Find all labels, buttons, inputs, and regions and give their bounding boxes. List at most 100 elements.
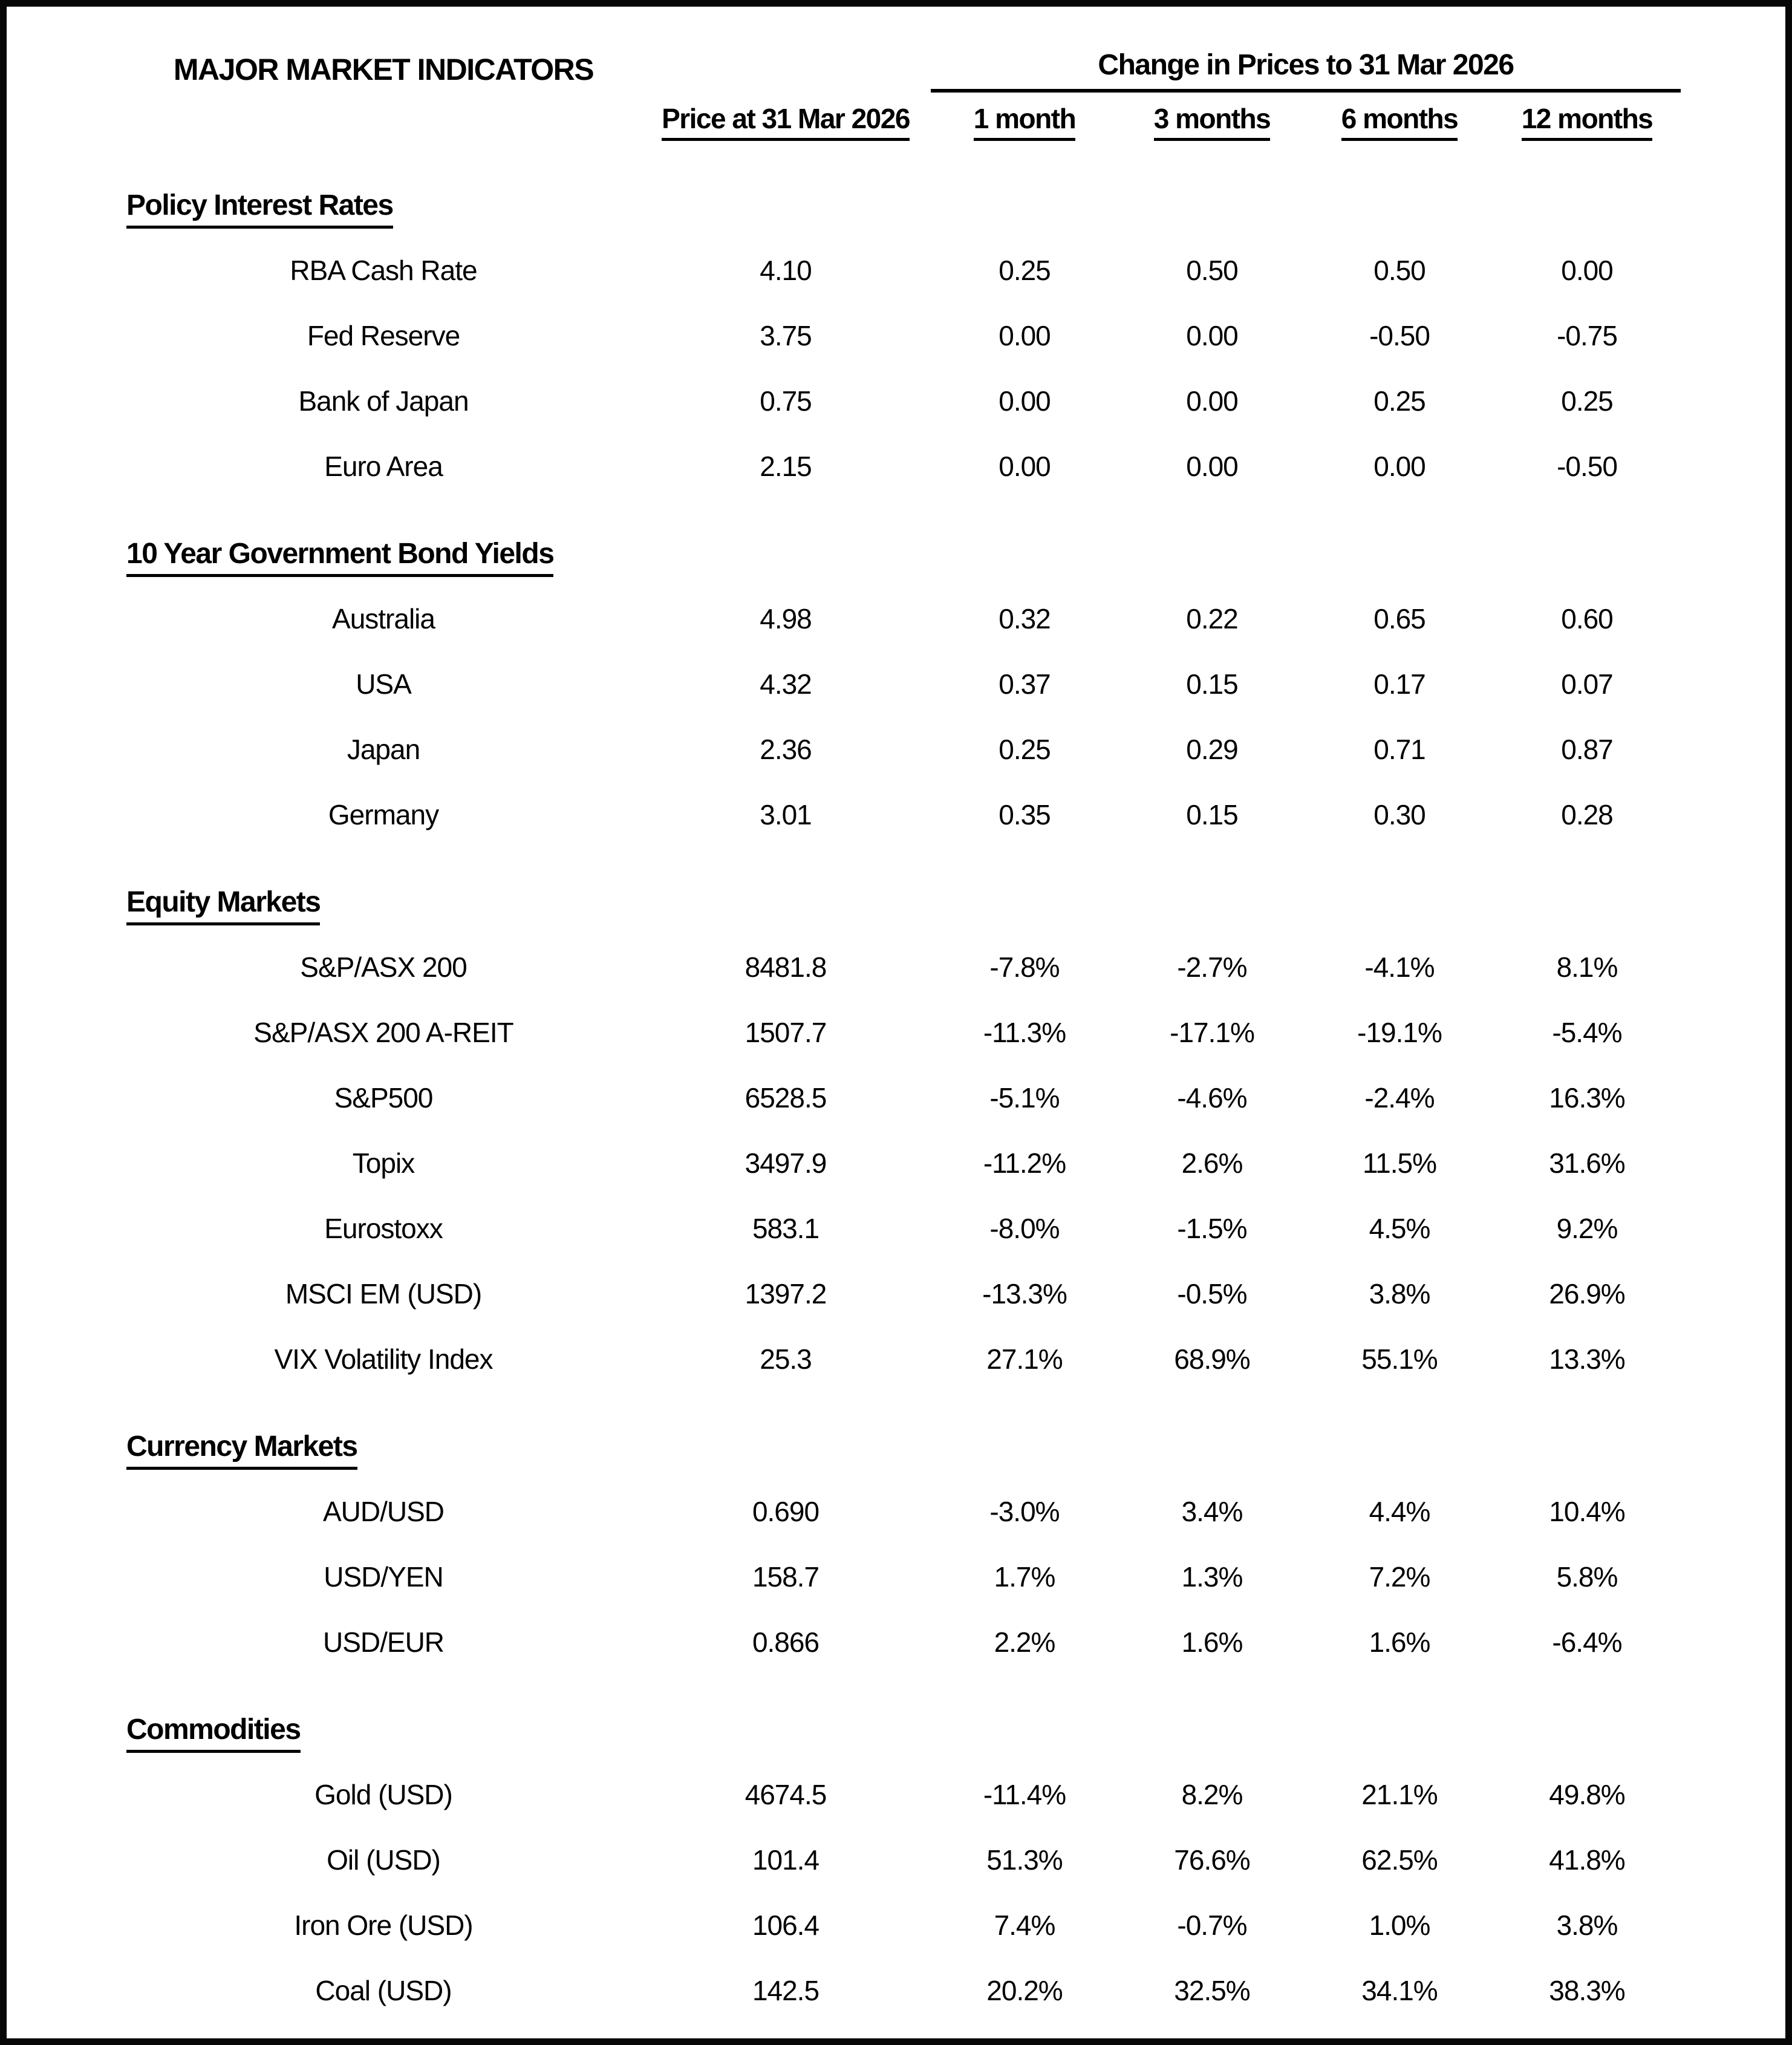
section-heading-label: 10 Year Government Bond Yields bbox=[126, 537, 555, 577]
table-row: Japan 2.36 0.25 0.29 0.71 0.87 bbox=[7, 717, 1785, 782]
change-cell-3m: 8.2% bbox=[1181, 1779, 1243, 1810]
table-row: USD/EUR 0.866 2.2% 1.6% 1.6% -6.4% bbox=[7, 1610, 1785, 1675]
row-label: Iron Ore (USD) bbox=[294, 1910, 473, 1941]
row-label: Japan bbox=[347, 734, 420, 765]
table-row: Euro Area 2.15 0.00 0.00 0.00 -0.50 bbox=[7, 434, 1785, 499]
change-cell-6m: 55.1% bbox=[1361, 1343, 1438, 1375]
price-cell: 0.866 bbox=[752, 1626, 819, 1658]
price-cell: 6528.5 bbox=[744, 1082, 827, 1114]
change-cell-3m: 0.15 bbox=[1186, 668, 1239, 700]
row-label: Australia bbox=[332, 603, 435, 634]
change-cell-6m: 4.4% bbox=[1369, 1496, 1431, 1527]
price-cell: 583.1 bbox=[752, 1213, 819, 1244]
change-cell-3m: -0.5% bbox=[1177, 1278, 1247, 1310]
change-cell-12m: 0.25 bbox=[1561, 385, 1614, 417]
table-row: Topix 3497.9 -11.2% 2.6% 11.5% 31.6% bbox=[7, 1130, 1785, 1196]
change-cell-12m: -5.4% bbox=[1552, 1017, 1622, 1048]
change-cell-3m: 3.4% bbox=[1181, 1496, 1243, 1527]
change-cell-6m: 0.65 bbox=[1373, 603, 1426, 634]
table-row: Bank of Japan 0.75 0.00 0.00 0.25 0.25 bbox=[7, 368, 1785, 434]
table-row: Germany 3.01 0.35 0.15 0.30 0.28 bbox=[7, 782, 1785, 847]
price-cell: 8481.8 bbox=[744, 951, 827, 983]
change-cell-12m: 0.07 bbox=[1561, 668, 1614, 700]
price-cell: 3497.9 bbox=[744, 1147, 827, 1179]
change-cell-12m: 0.00 bbox=[1561, 255, 1614, 286]
table-row: Iron Ore (USD) 106.4 7.4% -0.7% 1.0% 3.8% bbox=[7, 1893, 1785, 1958]
table-row: Fed Reserve 3.75 0.00 0.00 -0.50 -0.75 bbox=[7, 303, 1785, 368]
change-cell-1m: 0.35 bbox=[999, 799, 1051, 830]
price-cell: 1507.7 bbox=[744, 1017, 827, 1048]
change-in-prices-header: Change in Prices to 31 Mar 2026 bbox=[931, 48, 1681, 93]
table-row: Eurostoxx 583.1 -8.0% -1.5% 4.5% 9.2% bbox=[7, 1196, 1785, 1261]
change-cell-12m: 38.3% bbox=[1549, 1975, 1625, 2006]
price-cell: 2.15 bbox=[760, 451, 812, 482]
market-table-body: Policy Interest Rates RBA Cash Rate 4.10 0.… bbox=[7, 180, 1785, 2023]
section-heading-label: Policy Interest Rates bbox=[126, 189, 394, 229]
price-cell: 106.4 bbox=[752, 1910, 819, 1941]
table-row: VIX Volatility Index 25.3 27.1% 68.9% 55.1% 1… bbox=[7, 1326, 1785, 1392]
row-label: MSCI EM (USD) bbox=[285, 1278, 482, 1310]
change-cell-3m: 68.9% bbox=[1174, 1343, 1250, 1375]
section-heading: Equity Markets bbox=[7, 876, 1785, 934]
section-heading: 10 Year Government Bond Yields bbox=[7, 528, 1785, 586]
change-cell-3m: 0.00 bbox=[1186, 451, 1239, 482]
change-cell-12m: 26.9% bbox=[1549, 1278, 1625, 1310]
change-cell-3m: 1.3% bbox=[1181, 1561, 1243, 1593]
row-label: RBA Cash Rate bbox=[290, 255, 477, 286]
row-label: Fed Reserve bbox=[307, 320, 460, 351]
price-cell: 25.3 bbox=[760, 1343, 812, 1375]
table-row: USA 4.32 0.37 0.15 0.17 0.07 bbox=[7, 651, 1785, 717]
price-cell: 4.10 bbox=[760, 255, 812, 286]
change-cell-1m: -11.4% bbox=[983, 1779, 1066, 1810]
price-cell: 142.5 bbox=[752, 1975, 819, 2006]
price-cell: 0.690 bbox=[752, 1496, 819, 1527]
change-cell-6m: 3.8% bbox=[1369, 1278, 1431, 1310]
column-header-3-months: 3 months bbox=[1118, 102, 1306, 141]
change-cell-1m: 2.2% bbox=[994, 1626, 1056, 1658]
row-label: USD/EUR bbox=[322, 1626, 445, 1658]
section-heading: Currency Markets bbox=[7, 1421, 1785, 1479]
change-cell-1m: 0.00 bbox=[999, 320, 1051, 351]
change-cell-1m: 0.25 bbox=[999, 255, 1051, 286]
change-cell-1m: 20.2% bbox=[986, 1975, 1063, 2006]
change-cell-12m: 49.8% bbox=[1549, 1779, 1625, 1810]
table-row: S&P/ASX 200 8481.8 -7.8% -2.7% -4.1% 8.1% bbox=[7, 934, 1785, 1000]
change-cell-1m: 1.7% bbox=[994, 1561, 1056, 1593]
change-cell-1m: 0.25 bbox=[999, 734, 1051, 765]
change-cell-1m: 0.00 bbox=[999, 451, 1051, 482]
table-row: Australia 4.98 0.32 0.22 0.65 0.60 bbox=[7, 586, 1785, 651]
table-row: Oil (USD) 101.4 51.3% 76.6% 62.5% 41.8% bbox=[7, 1827, 1785, 1893]
change-cell-6m: 1.0% bbox=[1369, 1910, 1431, 1941]
change-cell-6m: 0.17 bbox=[1373, 668, 1426, 700]
change-cell-6m: -19.1% bbox=[1357, 1017, 1442, 1048]
change-cell-12m: -0.50 bbox=[1557, 451, 1618, 482]
change-cell-12m: 41.8% bbox=[1549, 1844, 1625, 1876]
change-cell-3m: 0.00 bbox=[1186, 320, 1239, 351]
change-cell-12m: 10.4% bbox=[1549, 1496, 1625, 1527]
section-heading-label: Equity Markets bbox=[126, 886, 321, 925]
section-heading: Policy Interest Rates bbox=[7, 180, 1785, 238]
row-label: S&P/ASX 200 A-REIT bbox=[253, 1017, 513, 1048]
change-cell-6m: 62.5% bbox=[1361, 1844, 1438, 1876]
row-label: Eurostoxx bbox=[324, 1213, 443, 1244]
change-cell-6m: -4.1% bbox=[1364, 951, 1435, 983]
row-label: Coal (USD) bbox=[315, 1975, 452, 2006]
change-cell-6m: 0.00 bbox=[1373, 451, 1426, 482]
row-label: VIX Volatility Index bbox=[274, 1343, 494, 1375]
table-row: RBA Cash Rate 4.10 0.25 0.50 0.50 0.00 bbox=[7, 238, 1785, 303]
price-cell: 4674.5 bbox=[744, 1779, 827, 1810]
change-cell-1m: 0.37 bbox=[999, 668, 1051, 700]
header-row-top: MAJOR MARKET INDICATORS Change in Prices… bbox=[7, 47, 1785, 93]
change-cell-1m: 0.32 bbox=[999, 603, 1051, 634]
change-cell-12m: -0.75 bbox=[1557, 320, 1618, 351]
price-cell: 4.32 bbox=[760, 668, 812, 700]
change-cell-6m: 1.6% bbox=[1369, 1626, 1431, 1658]
change-cell-6m: 34.1% bbox=[1361, 1975, 1438, 2006]
change-cell-1m: -13.3% bbox=[982, 1278, 1067, 1310]
header-row-columns: Price at 31 Mar 2026 1 month 3 months 6 … bbox=[7, 93, 1785, 151]
change-cell-12m: 8.1% bbox=[1556, 951, 1618, 983]
change-cell-3m: -0.7% bbox=[1177, 1910, 1247, 1941]
change-cell-3m: 0.22 bbox=[1186, 603, 1239, 634]
table-row: Coal (USD) 142.5 20.2% 32.5% 34.1% 38.3% bbox=[7, 1958, 1785, 2023]
